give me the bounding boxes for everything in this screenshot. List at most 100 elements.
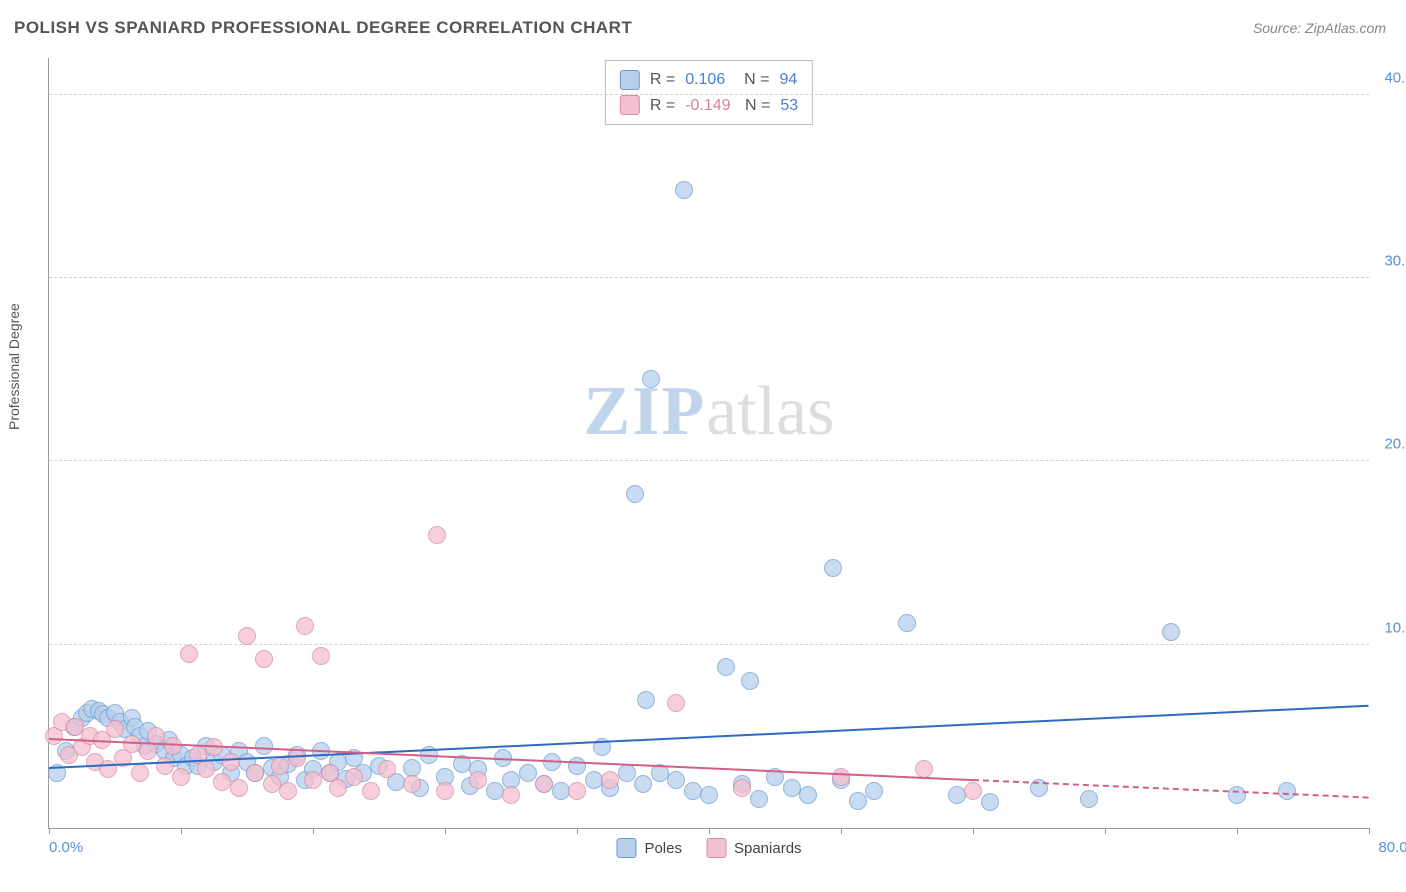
data-point	[180, 645, 198, 663]
data-point	[312, 647, 330, 665]
data-point	[948, 786, 966, 804]
stats-row-spaniards: R = -0.149 N = 53	[620, 93, 798, 119]
data-point	[403, 759, 421, 777]
x-tick	[709, 828, 710, 834]
stats-row-poles: R = 0.106 N = 94	[620, 67, 798, 93]
data-point	[568, 757, 586, 775]
x-tick	[49, 828, 50, 834]
swatch-poles	[620, 70, 640, 90]
data-point	[486, 782, 504, 800]
data-point	[637, 691, 655, 709]
data-point	[741, 672, 759, 690]
r-label: R =	[650, 67, 675, 93]
legend-item: Poles	[616, 838, 682, 858]
x-tick	[1105, 828, 1106, 834]
legend-label: Poles	[644, 840, 682, 857]
chart-title: POLISH VS SPANIARD PROFESSIONAL DEGREE C…	[14, 18, 632, 38]
data-point	[700, 786, 718, 804]
data-point	[502, 786, 520, 804]
scatter-plot-area: ZIPatlas R = 0.106 N = 94 R = -0.149 N =…	[48, 58, 1369, 829]
data-point	[783, 779, 801, 797]
y-tick-label: 10.0%	[1384, 619, 1406, 636]
r-value-poles: 0.106	[685, 67, 725, 93]
gridline	[49, 277, 1369, 278]
x-tick	[1369, 828, 1370, 834]
data-point	[750, 790, 768, 808]
data-point	[1162, 623, 1180, 641]
x-tick	[841, 828, 842, 834]
data-point	[601, 771, 619, 789]
data-point	[304, 771, 322, 789]
x-tick	[973, 828, 974, 834]
x-tick	[181, 828, 182, 834]
n-value-poles: 94	[779, 67, 797, 93]
data-point	[238, 627, 256, 645]
data-point	[246, 764, 264, 782]
y-tick-label: 40.0%	[1384, 69, 1406, 86]
data-point	[131, 764, 149, 782]
watermark: ZIPatlas	[584, 372, 835, 452]
data-point	[1278, 782, 1296, 800]
data-point	[634, 775, 652, 793]
n-label: N =	[741, 93, 771, 119]
data-point	[197, 760, 215, 778]
data-point	[824, 559, 842, 577]
data-point	[403, 775, 421, 793]
data-point	[832, 768, 850, 786]
data-point	[362, 782, 380, 800]
data-point	[1228, 786, 1246, 804]
data-point	[535, 775, 553, 793]
correlation-stats-box: R = 0.106 N = 94 R = -0.149 N = 53	[605, 60, 813, 125]
x-tick-label: 0.0%	[49, 839, 83, 856]
data-point	[684, 782, 702, 800]
data-point	[667, 694, 685, 712]
legend-swatch	[616, 838, 636, 858]
x-tick	[1237, 828, 1238, 834]
data-point	[222, 753, 240, 771]
data-point	[733, 779, 751, 797]
data-point	[271, 757, 289, 775]
data-point	[288, 749, 306, 767]
data-point	[436, 782, 454, 800]
x-tick	[577, 828, 578, 834]
legend-label: Spaniards	[734, 840, 802, 857]
data-point	[106, 720, 124, 738]
data-point	[279, 782, 297, 800]
y-tick-label: 20.0%	[1384, 436, 1406, 453]
data-point	[1080, 790, 1098, 808]
data-point	[296, 617, 314, 635]
data-point	[981, 793, 999, 811]
x-tick-label: 80.0%	[1378, 839, 1406, 856]
data-point	[568, 782, 586, 800]
r-value-spaniards: -0.149	[685, 93, 730, 119]
data-point	[519, 764, 537, 782]
data-point	[428, 526, 446, 544]
data-point	[255, 737, 273, 755]
y-axis-label: Professional Degree	[6, 303, 22, 430]
data-point	[172, 768, 190, 786]
gridline	[49, 460, 1369, 461]
n-value-spaniards: 53	[780, 93, 798, 119]
data-point	[213, 773, 231, 791]
data-point	[255, 650, 273, 668]
y-tick-label: 30.0%	[1384, 253, 1406, 270]
n-label: N =	[735, 67, 769, 93]
source-attribution: Source: ZipAtlas.com	[1253, 20, 1386, 36]
data-point	[799, 786, 817, 804]
data-point	[552, 782, 570, 800]
data-point	[675, 181, 693, 199]
watermark-rest: atlas	[706, 373, 834, 450]
data-point	[667, 771, 685, 789]
data-point	[585, 771, 603, 789]
swatch-spaniards	[620, 95, 640, 115]
x-tick	[445, 828, 446, 834]
r-label: R =	[650, 93, 675, 119]
data-point	[618, 764, 636, 782]
data-point	[263, 775, 281, 793]
legend: Poles Spaniards	[616, 838, 801, 858]
gridline	[49, 94, 1369, 95]
legend-item: Spaniards	[706, 838, 802, 858]
data-point	[849, 792, 867, 810]
data-point	[642, 370, 660, 388]
data-point	[469, 771, 487, 789]
